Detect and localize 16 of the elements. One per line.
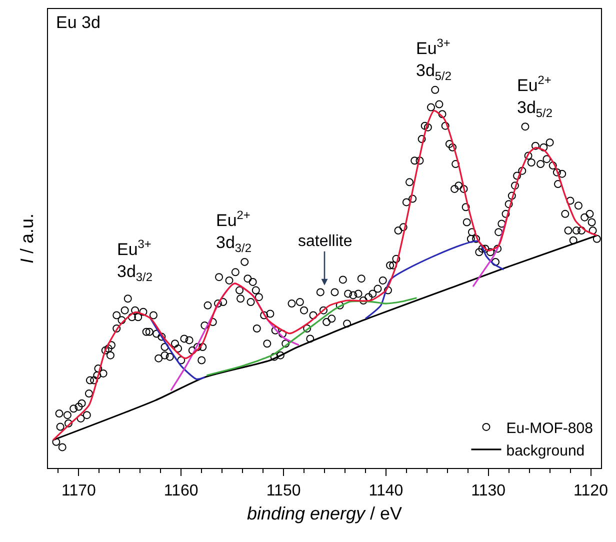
annotation: satellite xyxy=(298,233,352,250)
text: Eu 3d xyxy=(56,13,100,32)
x-tick-label: 1170 xyxy=(62,482,96,500)
annotation: Eu$^{3+}$ 3d$_{5/2}$ xyxy=(416,36,452,83)
x-tick-label: 1160 xyxy=(164,482,198,500)
legend-label: background xyxy=(506,442,585,460)
x-tick-label: 1120 xyxy=(574,482,608,500)
x-tick-label: 1150 xyxy=(266,482,301,500)
annotation: Eu$^{3+}$ 3d$_{3/2}$ xyxy=(117,237,153,284)
x-axis-title: binding energy / eV xyxy=(246,503,402,524)
x-tick-label: 1140 xyxy=(368,482,404,500)
annotation: Eu$^{2+}$ 3d$_{5/2}$ xyxy=(517,73,553,120)
annotation: Eu$^{2+}$ 3d$_{3/2}$ xyxy=(216,208,252,255)
y-axis-title: I / a.u. xyxy=(17,213,38,264)
legend-label: Eu-MOF-808 xyxy=(506,420,593,437)
x-tick-label: 1130 xyxy=(471,482,506,500)
